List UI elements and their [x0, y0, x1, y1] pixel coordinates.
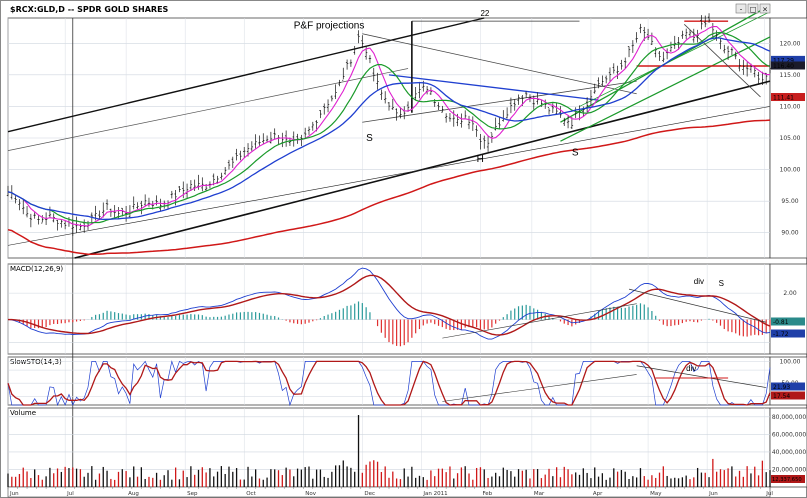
stoch-title: SlowSTO(14,3): [10, 358, 62, 366]
moving-average-ma-short: [7, 25, 771, 227]
macd-line: [7, 267, 771, 340]
x-month-label: Aug: [128, 491, 139, 497]
window-button-1[interactable]: [747, 3, 759, 14]
price-y-tick: 110.00: [780, 103, 801, 110]
price-y-tick: 120.00: [780, 40, 801, 47]
stoch-trend-line: [442, 374, 637, 402]
descending-trend-line: [683, 24, 761, 98]
stoch-tag-label-1: 17.54: [773, 393, 790, 400]
price-y-tick: 105.00: [780, 135, 801, 142]
stoch-y-tick: 100.00: [780, 358, 801, 365]
stoch-tag-label-0: 21.93: [773, 384, 790, 391]
window-button-label-0: -: [740, 6, 743, 14]
macd-panel-axis: [769, 263, 807, 355]
macd-title: MACD(12,26,9): [10, 265, 63, 273]
x-month-label: Jun: [708, 491, 718, 497]
price-y-tick: 95.00: [781, 198, 798, 205]
x-month-label: Oct: [246, 491, 256, 497]
volume-title: Volume: [10, 409, 36, 417]
swing-label-s-0: S: [366, 133, 373, 144]
volume-y-tick: 40,000,000: [772, 449, 807, 456]
volume-y-tick: 20,000,000: [772, 466, 807, 473]
volume-y-tick: 80,000,000: [772, 414, 807, 421]
macd-trend-line: [442, 303, 637, 339]
macd-tag-label-1: -1.72: [773, 331, 789, 338]
pf-target-label: 22: [480, 9, 489, 18]
title-bar: [1, 1, 806, 17]
upper-channel-line: [7, 17, 485, 133]
chart-title: $RCX:GLD,D -- SPDR GOLD SHARES: [10, 5, 169, 14]
window-button-label-1: □: [750, 6, 757, 14]
x-month-label: Jul: [66, 491, 74, 497]
macd-tag-label-0: -0.81: [773, 319, 789, 326]
pf-down-line: [362, 33, 637, 95]
window-button-0[interactable]: [735, 3, 747, 14]
moving-average-ma-200: [7, 119, 771, 255]
x-month-label: May: [650, 491, 662, 497]
x-month-label: Jun: [9, 491, 19, 497]
inner-channel-line: [7, 68, 409, 151]
moving-average-ma-medium: [7, 31, 771, 224]
moving-average-ma-long: [7, 37, 771, 221]
x-month-label: Feb: [482, 491, 492, 497]
price-tag-label-0: 117.29: [773, 57, 794, 64]
window-button-2[interactable]: [759, 3, 771, 14]
window-button-label-2: ×: [762, 6, 768, 14]
stoch-divergence-line: [636, 365, 767, 388]
stoch-tag-1: [771, 391, 805, 400]
volume-panel: [7, 407, 771, 488]
swing-label-h-1: H: [477, 154, 484, 165]
x-month-label: Jul: [765, 491, 773, 497]
stoch-div-label: div: [686, 364, 696, 373]
macd-divergence-line: [628, 288, 767, 323]
volume-tag-label: 12,337,650: [772, 477, 802, 483]
x-month-label: Dec: [364, 491, 375, 497]
x-month-label: Nov: [305, 491, 316, 497]
blue-resistance-line: [388, 74, 599, 101]
stoch-d-line: [7, 360, 771, 406]
x-month-label: Mar: [534, 491, 545, 497]
macd-div-label: div: [694, 277, 704, 286]
price-tag-0: [771, 55, 805, 64]
macd-y-tick: 2.00: [783, 290, 797, 297]
macd-tag-0: [771, 317, 805, 326]
base-trend-line: [7, 106, 771, 246]
price-tag-1: [771, 61, 805, 70]
volume-tag: [771, 475, 805, 483]
pf-projections-label: P&F projections: [294, 21, 365, 32]
price-tag-2: [771, 93, 805, 102]
pf-up-line: [362, 80, 637, 123]
green-channel-mid: [579, 11, 771, 107]
price-y-tick: 100.00: [780, 167, 801, 174]
green-channel-lower: [560, 36, 771, 142]
stoch-tag-0: [771, 382, 805, 391]
macd-s-label: S: [719, 279, 724, 288]
x-month-label: Jan 2011: [422, 491, 447, 497]
macd-signal-line: [8, 274, 771, 336]
price-tag-label-1: 116.40: [773, 63, 794, 70]
volume-y-tick: 60,000,000: [772, 431, 807, 438]
x-month-label: Apr: [593, 491, 603, 497]
price-tag-label-2: 111.41: [773, 95, 794, 102]
macd-tag-1: [771, 329, 805, 338]
price-y-tick: 115.00: [780, 72, 801, 79]
volume-panel-axis: [769, 407, 807, 488]
price-y-tick: 90.00: [781, 230, 798, 237]
x-month-label: Sep: [187, 491, 198, 497]
swing-label-s-2: S: [572, 148, 579, 159]
